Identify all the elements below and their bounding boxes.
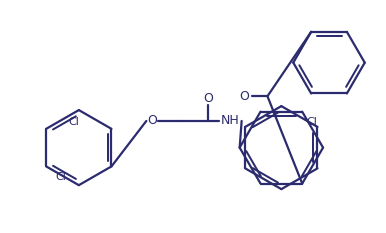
- Text: Cl: Cl: [68, 117, 79, 127]
- Text: Cl: Cl: [56, 172, 66, 182]
- Text: O: O: [240, 90, 250, 103]
- Text: Cl: Cl: [307, 116, 318, 127]
- Text: NH: NH: [220, 114, 239, 127]
- Text: O: O: [203, 92, 213, 105]
- Text: O: O: [147, 114, 157, 127]
